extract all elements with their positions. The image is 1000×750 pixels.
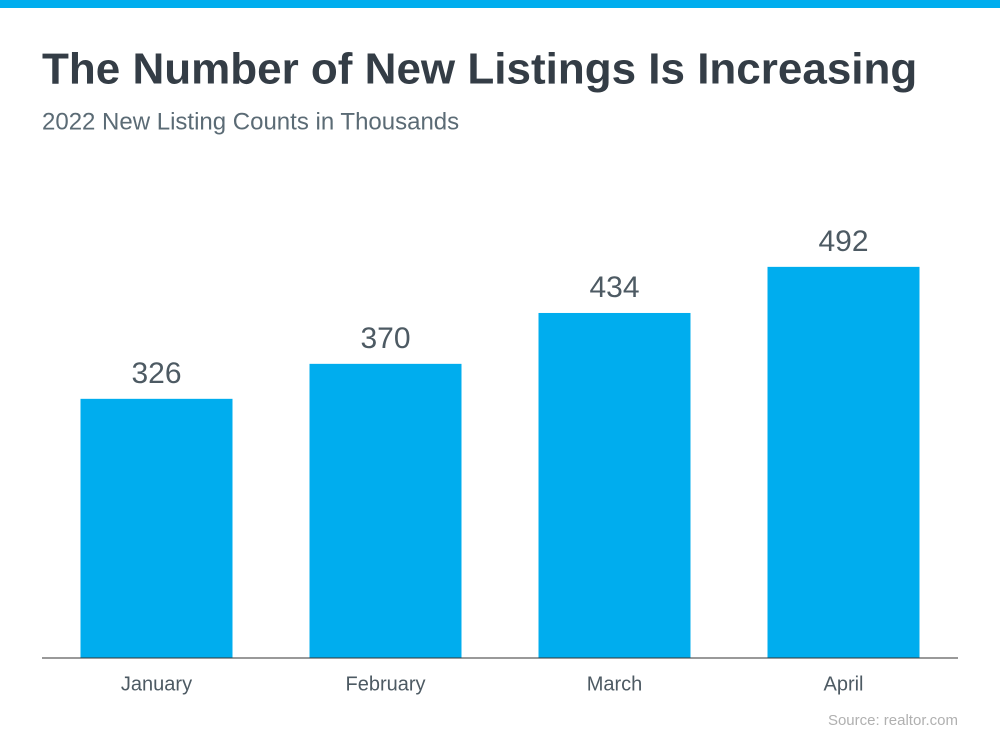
bar (80, 398, 233, 658)
x-tick-label: March (587, 673, 643, 695)
chart-title: The Number of New Listings Is Increasing (42, 45, 917, 94)
x-tick-label: April (823, 673, 863, 695)
value-label: 434 (589, 271, 639, 304)
value-label: 492 (818, 225, 868, 258)
x-tick-label: January (121, 673, 192, 695)
x-tick-label: February (345, 673, 425, 695)
source-note: Source: realtor.com (828, 712, 958, 729)
bar (309, 363, 462, 658)
bar (767, 266, 920, 658)
top-stripe (0, 0, 1000, 8)
chart-subtitle: 2022 New Listing Counts in Thousands (42, 108, 459, 135)
value-label: 370 (360, 322, 410, 355)
bar (538, 312, 691, 658)
value-label: 326 (131, 357, 181, 390)
